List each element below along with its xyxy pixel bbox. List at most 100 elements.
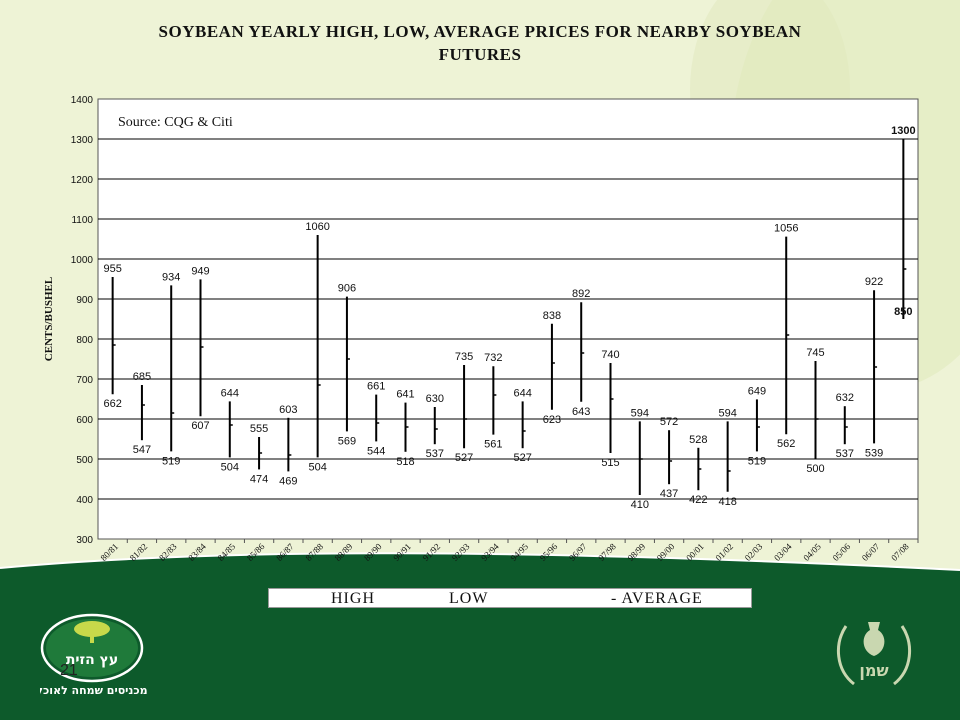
x-tick-label: 97/98	[596, 541, 618, 563]
high-label: 906	[338, 283, 356, 295]
page-number: 21	[60, 662, 78, 679]
x-tick-label: 83/84	[186, 541, 208, 563]
y-tick-label: 400	[76, 495, 93, 506]
high-label: 594	[631, 407, 649, 419]
high-label: 630	[426, 393, 444, 405]
y-tick-label: 800	[76, 335, 93, 346]
x-tick-label: 85/86	[245, 541, 267, 563]
high-label: 632	[836, 392, 854, 404]
low-label: 518	[396, 456, 414, 468]
x-tick-label: 93/94	[479, 541, 501, 563]
low-label: 643	[572, 406, 590, 418]
y-tick-label: 900	[76, 295, 93, 306]
low-label: 469	[279, 475, 297, 487]
high-label: 934	[162, 271, 180, 283]
y-tick-label: 1200	[71, 175, 94, 186]
shemen-logo: שמן	[836, 622, 912, 686]
high-label: 644	[513, 387, 531, 399]
low-label: 662	[103, 398, 121, 410]
x-tick-label: 87/88	[303, 541, 325, 563]
high-label: 555	[250, 423, 268, 435]
high-label: 685	[133, 371, 151, 383]
low-label: 607	[191, 420, 209, 432]
low-label: 519	[748, 455, 766, 467]
high-label: 528	[689, 434, 707, 446]
high-label: 732	[484, 352, 502, 364]
y-tick-label: 700	[76, 375, 93, 386]
laurel-icon	[836, 625, 912, 686]
low-label: 515	[601, 457, 619, 469]
x-tick-label: 07/08	[889, 541, 911, 563]
high-label: 955	[103, 263, 121, 275]
high-label: 661	[367, 381, 385, 393]
x-tick-label: 04/05	[801, 541, 823, 563]
legend-average: - AVERAGE	[611, 590, 703, 607]
x-tick-label: 90/91	[391, 541, 413, 563]
y-tick-label: 500	[76, 455, 93, 466]
high-label: 594	[718, 407, 736, 419]
x-tick-label: 91/92	[421, 541, 443, 563]
x-tick-label: 88/89	[333, 541, 355, 563]
high-label: 641	[396, 389, 414, 401]
x-tick-label: 81/82	[128, 541, 150, 563]
high-label: 922	[865, 276, 883, 288]
low-label: 562	[777, 438, 795, 450]
x-tick-label: 06/07	[860, 541, 882, 563]
low-label: 539	[865, 447, 883, 459]
low-label: 422	[689, 494, 707, 506]
x-tick-label: 05/06	[831, 541, 853, 563]
low-label: 519	[162, 455, 180, 467]
logo-right-text: שמן	[859, 661, 888, 680]
slide-title: SOYBEAN YEARLY HIGH, LOW, AVERAGE PRICES…	[100, 20, 860, 66]
high-label: 603	[279, 404, 297, 416]
source-label: Source: CQG & Citi	[118, 115, 233, 130]
x-tick-label: 01/02	[713, 541, 735, 563]
legend-high: HIGH	[331, 590, 375, 607]
low-label: 569	[338, 435, 356, 447]
plot-area	[97, 98, 919, 540]
low-label: 544	[367, 445, 385, 457]
x-tick-label: 98/99	[626, 541, 648, 563]
low-label: 527	[513, 452, 531, 464]
title-line-2: FUTURES	[438, 45, 522, 64]
x-tick-label: 03/04	[772, 541, 794, 563]
high-label: 740	[601, 349, 619, 361]
x-tick-label: 86/87	[274, 541, 296, 563]
high-label: 649	[748, 385, 766, 397]
x-tick-label: 94/95	[508, 541, 530, 563]
high-label: 1056	[774, 223, 798, 235]
x-tick-label: 82/83	[157, 541, 179, 563]
low-label: 418	[718, 496, 736, 508]
low-label: 561	[484, 439, 502, 451]
y-tick-label: 1300	[71, 135, 94, 146]
legend: HIGH LOW - AVERAGE	[268, 588, 752, 608]
y-tick-label: 1100	[71, 215, 93, 226]
low-label: 504	[221, 461, 239, 473]
x-tick-label: 02/03	[743, 541, 765, 563]
olive-tree-logo: עץ הזית מכניסים שמחה לאוכל	[40, 613, 148, 697]
y-tick-labels: 300 400 500 600 700 800 900 1000 1100 1200 1300 140…	[71, 95, 94, 546]
high-label: 949	[191, 265, 209, 277]
logo-left-text: עץ הזית	[66, 652, 118, 668]
low-label: 474	[250, 473, 268, 485]
x-tick-label: 92/93	[450, 541, 472, 563]
y-axis-label: CENTS/BUSHEL	[43, 277, 55, 361]
high-label: 1300	[891, 125, 915, 137]
x-tick-label: 96/97	[567, 541, 589, 563]
high-label: 1060	[305, 221, 329, 233]
x-tick-labels: 80/81 81/82 82/83 83/84 84/85 85/86 86/87 87/88…	[98, 539, 919, 563]
low-label: 547	[133, 444, 151, 456]
x-tick-label: 89/90	[362, 541, 384, 563]
high-low-bars: 955 662 685 547 934 519 949 607 644 504 555 474 603 4…	[103, 125, 915, 511]
low-label: 537	[836, 448, 854, 460]
low-label: 850	[894, 306, 912, 318]
x-tick-label: 80/81	[98, 541, 120, 563]
x-tick-label: 99/00	[655, 541, 677, 563]
high-label: 892	[572, 288, 590, 300]
x-tick-label: 95/96	[538, 541, 560, 563]
logo-left-tagline: מכניסים שמחה לאוכל	[40, 684, 148, 697]
x-tick-label: 84/85	[216, 541, 238, 563]
low-label: 537	[426, 448, 444, 460]
olive-tree-icon	[74, 621, 110, 643]
low-label: 527	[455, 452, 473, 464]
